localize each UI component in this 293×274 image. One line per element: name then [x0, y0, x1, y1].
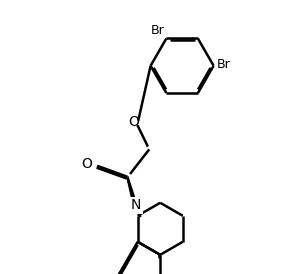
- Text: O: O: [129, 115, 139, 129]
- Text: Br: Br: [216, 58, 230, 71]
- Text: N: N: [129, 198, 139, 213]
- Text: Br: Br: [151, 24, 165, 37]
- Text: O: O: [81, 157, 92, 172]
- Text: N: N: [131, 198, 142, 213]
